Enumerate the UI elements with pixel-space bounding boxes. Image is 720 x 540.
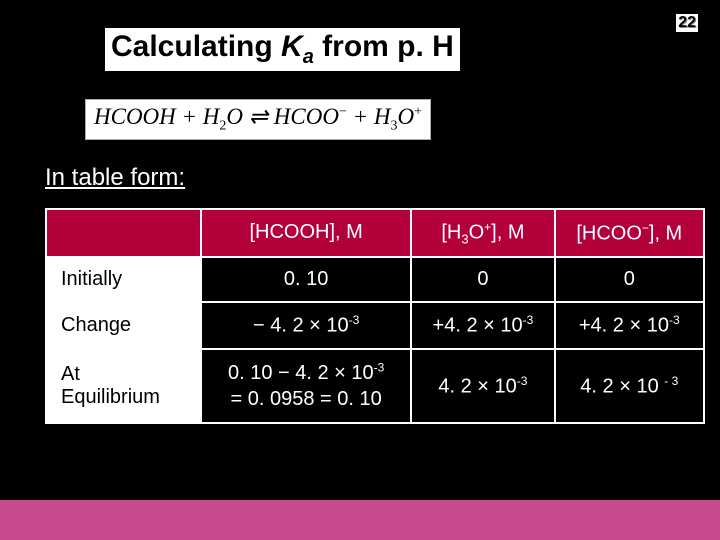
- table-row: Change− 4. 2 × 10-3+4. 2 × 10-3+4. 2 × 1…: [46, 302, 704, 349]
- title-text-pre: Calculating: [111, 30, 281, 63]
- title-text-post: from p. H: [314, 30, 454, 63]
- table-cell: − 4. 2 × 10-3: [201, 302, 411, 349]
- table-header-row: [HCOOH], M [H3O+], M [HCOO−], M: [46, 209, 704, 258]
- page-number: 22: [676, 14, 698, 32]
- table-cell: 4. 2 × 10-3: [411, 349, 554, 423]
- content-area: 22 Calculating Ka from p. H HCOOH + H2O …: [0, 0, 720, 500]
- table-row: Initially0. 1000: [46, 257, 704, 302]
- title-sub-a: a: [303, 46, 314, 68]
- table-cell: +4. 2 × 10-3: [555, 302, 704, 349]
- table-cell: 0. 10: [201, 257, 411, 302]
- table-row: AtEquilibrium0. 10 − 4. 2 × 10-3= 0. 095…: [46, 349, 704, 423]
- chemical-equation: HCOOH + H2O ⇌ HCOO− + H3O+: [85, 99, 431, 140]
- intro-text: In table form:: [45, 164, 690, 192]
- title-k: K: [281, 30, 303, 63]
- table-cell: +4. 2 × 10-3: [411, 302, 554, 349]
- table-cell: 0: [411, 257, 554, 302]
- row-label: AtEquilibrium: [46, 349, 201, 423]
- ice-table: [HCOOH], M [H3O+], M [HCOO−], M Initiall…: [45, 208, 705, 424]
- row-label: Initially: [46, 257, 201, 302]
- table-cell: 4. 2 × 10 - 3: [555, 349, 704, 423]
- slide: 22 Calculating Ka from p. H HCOOH + H2O …: [0, 0, 720, 540]
- table-header: [HCOO−], M: [555, 209, 704, 258]
- table-header: [H3O+], M: [411, 209, 554, 258]
- table-cell: 0: [555, 257, 704, 302]
- table-cell: 0. 10 − 4. 2 × 10-3= 0. 0958 = 0. 10: [201, 349, 411, 423]
- table-corner-cell: [46, 209, 201, 258]
- bottom-bar: [0, 500, 720, 540]
- slide-title: Calculating Ka from p. H: [105, 28, 460, 71]
- table-header: [HCOOH], M: [201, 209, 411, 258]
- row-label: Change: [46, 302, 201, 349]
